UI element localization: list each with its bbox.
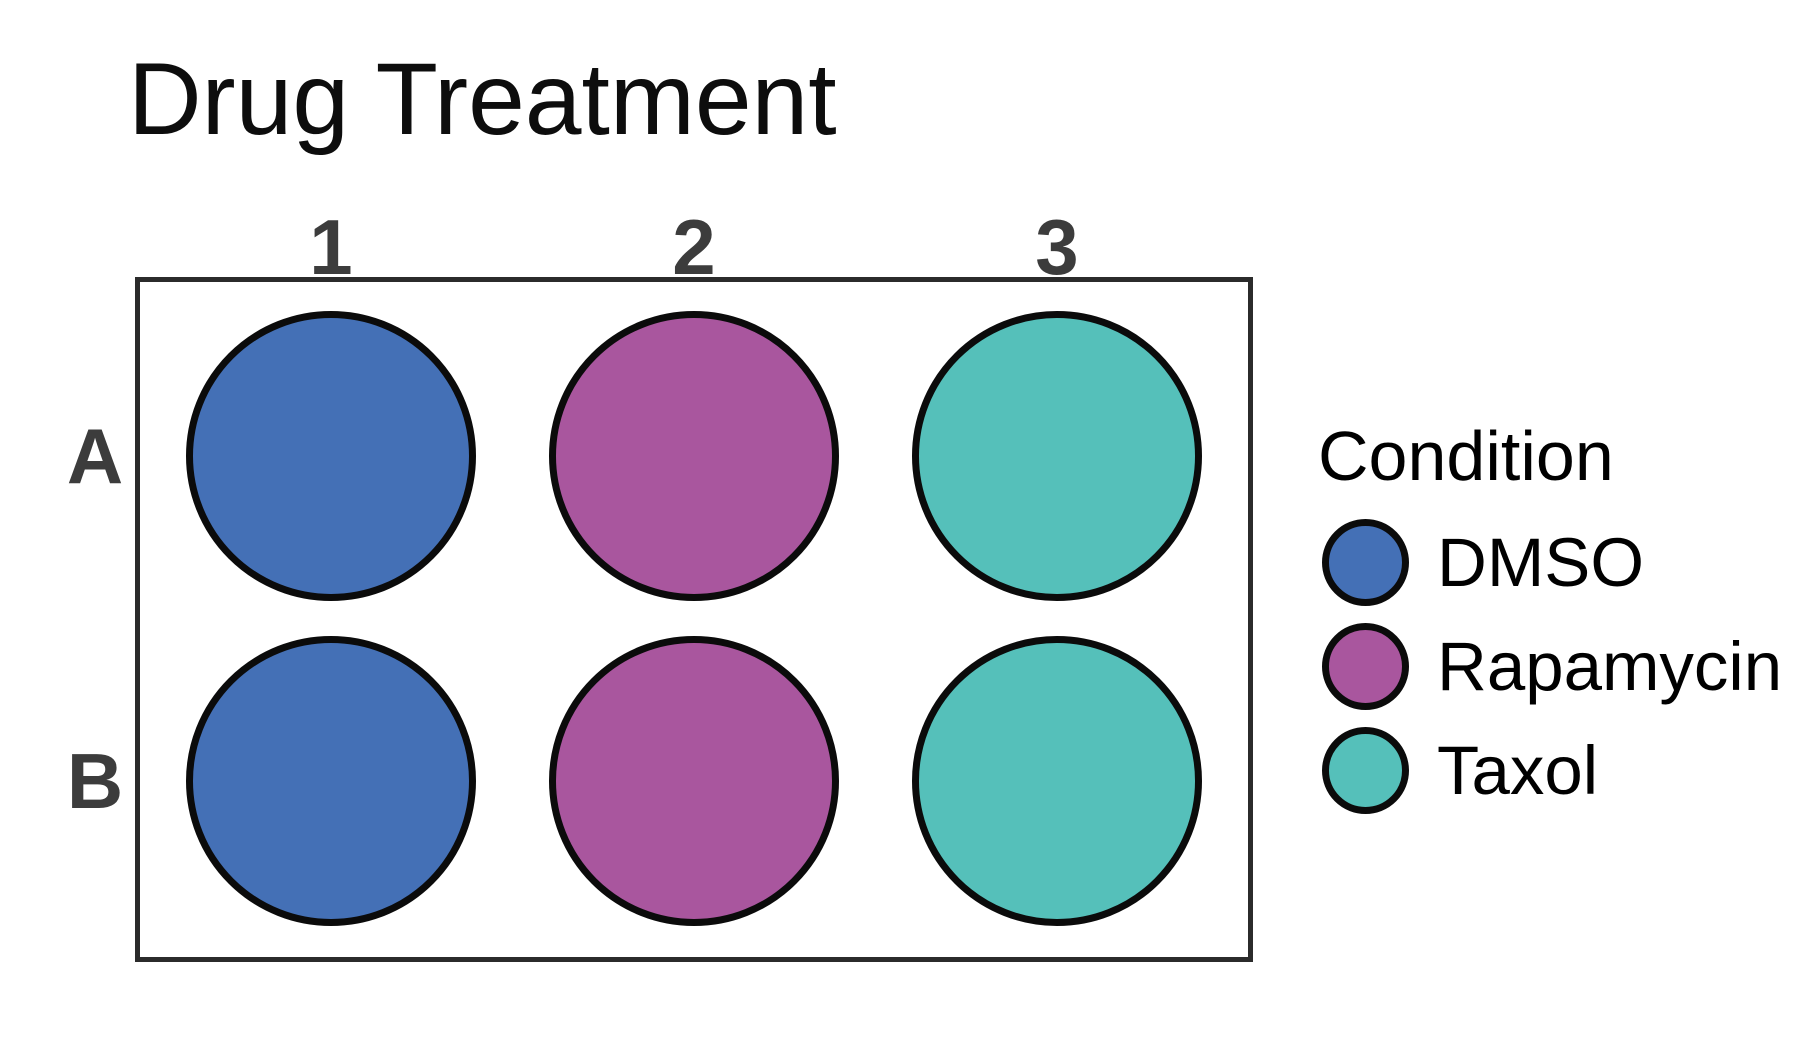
legend-swatch-rapamycin-circle-icon (1322, 622, 1409, 710)
legend-label-rapamycin: Rapamycin (1437, 627, 1783, 705)
legend: DMSO Rapamycin Taxol (1322, 510, 1782, 822)
row-label-A: A (66, 412, 124, 500)
figure-title: Drug Treatment (128, 42, 837, 156)
well-A2-rapamycin (549, 311, 839, 601)
column-label-3: 3 (1035, 203, 1079, 291)
well-B1-dmso (186, 636, 476, 926)
legend-swatch-taxol-circle-icon (1322, 726, 1409, 814)
well-A3-taxol (912, 311, 1202, 601)
legend-item-taxol: Taxol (1322, 718, 1782, 822)
row-label-B: B (66, 737, 124, 825)
legend-label-taxol: Taxol (1437, 731, 1599, 809)
well-B3-taxol (912, 636, 1202, 926)
legend-item-rapamycin: Rapamycin (1322, 614, 1782, 718)
legend-item-dmso: DMSO (1322, 510, 1782, 614)
column-label-2: 2 (672, 203, 716, 291)
well-A1-dmso (186, 311, 476, 601)
legend-title: Condition (1318, 417, 1614, 495)
legend-swatch-dmso-circle-icon (1322, 518, 1409, 606)
well-B2-rapamycin (549, 636, 839, 926)
legend-label-dmso: DMSO (1437, 523, 1644, 601)
column-label-1: 1 (309, 203, 353, 291)
